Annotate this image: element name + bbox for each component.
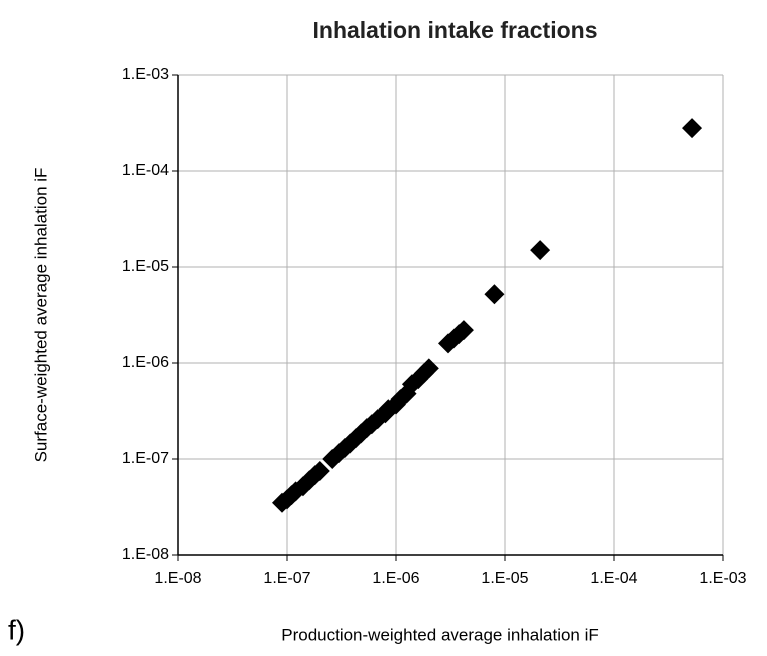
x-axis-label: Production-weighted average inhalation i… xyxy=(281,625,599,644)
chart-title: Inhalation intake fractions xyxy=(313,17,598,43)
x-tick-label: 1.E-03 xyxy=(699,570,746,587)
x-tick-label: 1.E-05 xyxy=(481,570,528,587)
x-tick-label: 1.E-04 xyxy=(590,570,637,587)
x-tick-label: 1.E-08 xyxy=(154,570,201,587)
y-tick-label: 1.E-08 xyxy=(122,546,169,563)
y-axis-label: Surface-weighted average inhalation iF xyxy=(31,168,50,463)
x-tick-label: 1.E-07 xyxy=(263,570,310,587)
point xyxy=(484,284,505,305)
x-tick-label: 1.E-06 xyxy=(372,570,419,587)
y-tick-label: 1.E-04 xyxy=(122,162,169,179)
y-tick-label: 1.E-05 xyxy=(122,258,169,275)
point xyxy=(453,320,474,341)
point xyxy=(682,118,703,139)
point xyxy=(418,358,439,379)
point xyxy=(309,460,330,481)
y-tick-label: 1.E-06 xyxy=(122,354,169,371)
y-tick-label: 1.E-03 xyxy=(122,66,169,83)
y-tick-label: 1.E-07 xyxy=(122,450,169,467)
panel-label: f) xyxy=(8,614,25,645)
point xyxy=(530,240,551,261)
